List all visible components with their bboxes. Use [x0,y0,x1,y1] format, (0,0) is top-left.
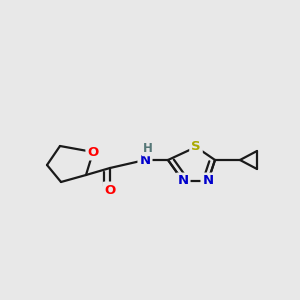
Text: O: O [104,184,116,196]
Text: N: N [177,175,189,188]
Text: N: N [202,175,214,188]
Text: S: S [191,140,201,154]
Text: O: O [87,146,99,158]
Text: N: N [140,154,151,166]
Text: H: H [143,142,153,154]
